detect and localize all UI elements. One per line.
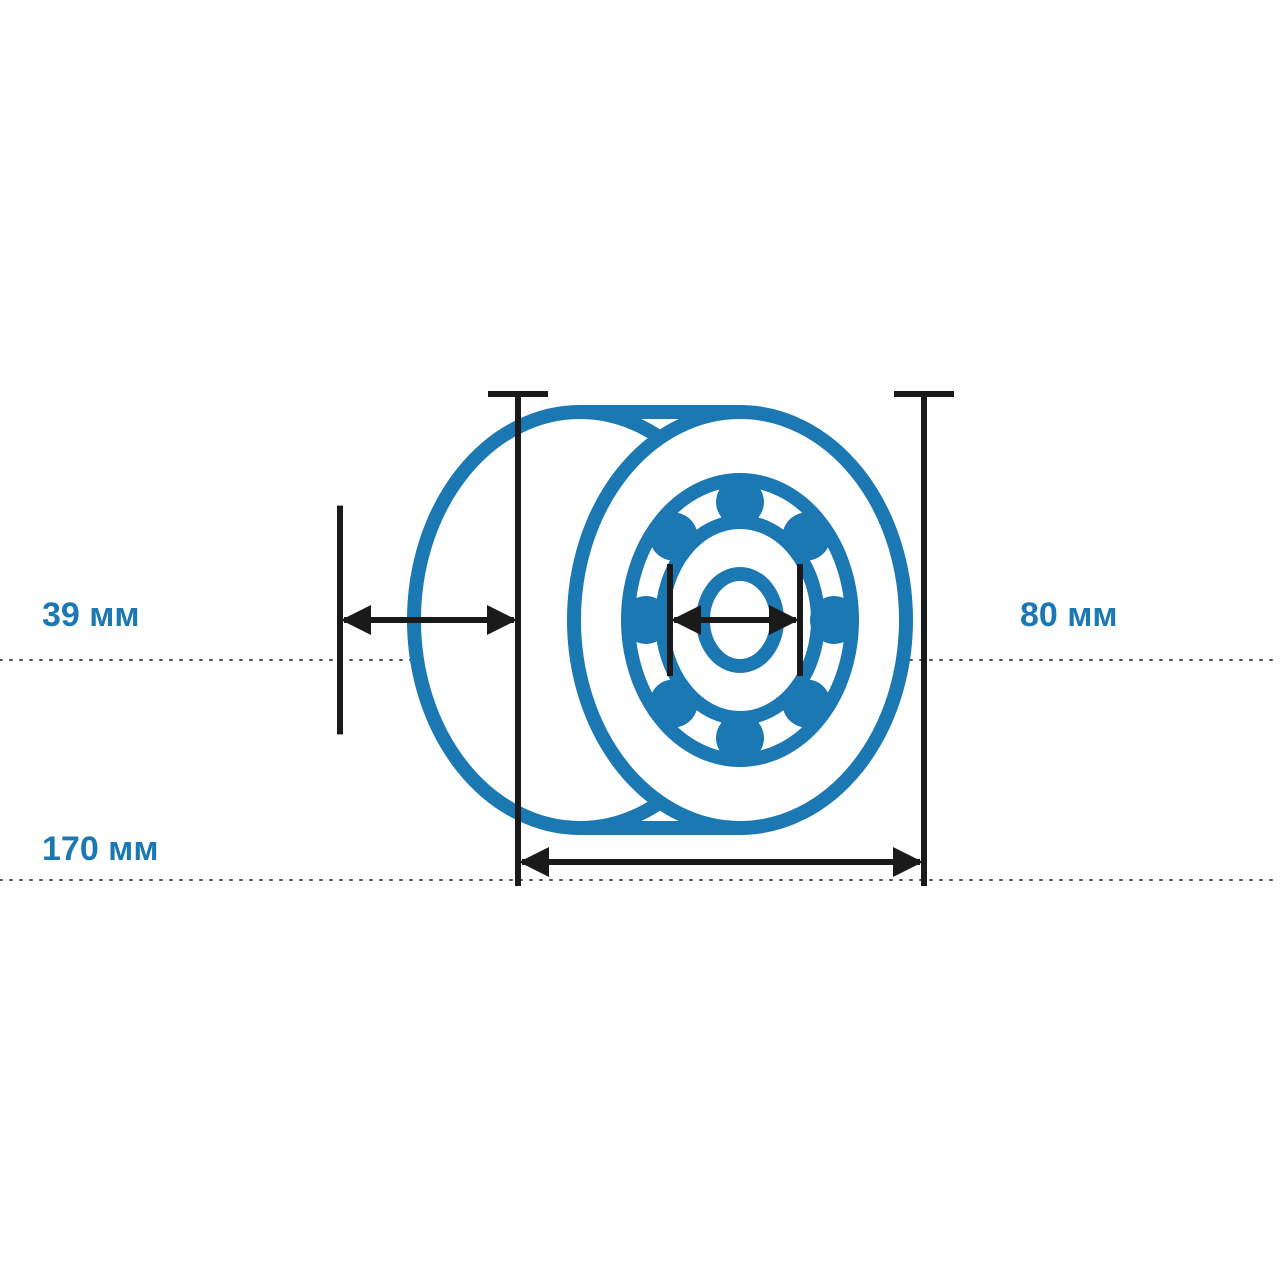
dimension-label-outer: 170 мм	[42, 830, 158, 869]
bearing-ball	[716, 714, 764, 762]
bearing-ball	[810, 596, 858, 644]
bearing-ball	[650, 679, 698, 727]
bearing-ball	[782, 513, 830, 561]
bearing-ball	[782, 679, 830, 727]
dimension-label-bore: 80 мм	[1020, 596, 1118, 635]
bearing-diagram	[0, 0, 1280, 1280]
bearing-ball	[622, 596, 670, 644]
diagram-stage: 39 мм 80 мм 170 мм	[0, 0, 1280, 1280]
bearing-ball	[716, 478, 764, 526]
bearing-ball	[650, 513, 698, 561]
dimension-label-width: 39 мм	[42, 596, 140, 635]
